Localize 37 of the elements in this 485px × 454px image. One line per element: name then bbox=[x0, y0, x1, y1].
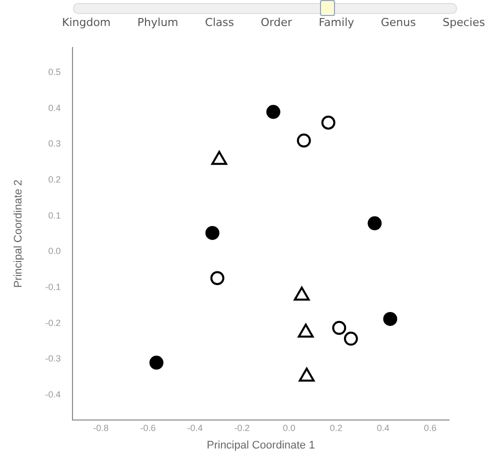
y-tick-label: 0.2 bbox=[48, 174, 61, 184]
point bbox=[149, 356, 164, 370]
y-tick-label: 0.4 bbox=[48, 102, 61, 113]
y-tick-label: -0.2 bbox=[45, 318, 61, 328]
y-tick-label: 0.0 bbox=[48, 246, 61, 256]
text: Species bbox=[442, 16, 485, 29]
x-tick-label: 0.0 bbox=[282, 422, 296, 433]
x-tick-label: 0.6 bbox=[424, 422, 436, 433]
y-tick-label: 0.1 bbox=[48, 210, 61, 220]
point bbox=[321, 116, 336, 130]
text: Phylum bbox=[137, 16, 178, 29]
text: Kingdom bbox=[62, 16, 111, 29]
x-axis-title: Principal Coordinate 1 bbox=[206, 439, 315, 452]
x-tick-label: -0.4 bbox=[187, 422, 203, 433]
text: Family bbox=[318, 16, 354, 29]
x-tick-label: 0.2 bbox=[330, 422, 342, 433]
y-tick-label: -0.3 bbox=[45, 354, 61, 364]
point bbox=[368, 216, 382, 230]
text: Class bbox=[205, 16, 234, 29]
text: Genus bbox=[380, 16, 416, 29]
point bbox=[383, 312, 398, 326]
point bbox=[332, 320, 346, 335]
y-tick-label: 0.5 bbox=[48, 66, 61, 77]
y-tick-label: -0.4 bbox=[45, 389, 61, 400]
point bbox=[296, 134, 311, 148]
text: Order bbox=[260, 16, 292, 29]
x-tick-label: 0.4 bbox=[376, 422, 390, 433]
point bbox=[266, 104, 280, 119]
y-axis-title: Principal Coordinate 2 bbox=[12, 180, 25, 288]
y-tick-label: 0.3 bbox=[48, 138, 61, 149]
y-tick-label: -0.1 bbox=[45, 282, 61, 292]
point bbox=[344, 332, 358, 346]
point bbox=[205, 226, 220, 240]
point bbox=[210, 271, 224, 286]
x-tick-label: -0.8 bbox=[93, 422, 109, 433]
x-tick-label: -0.2 bbox=[234, 422, 250, 433]
x-tick-label: -0.6 bbox=[140, 422, 156, 433]
